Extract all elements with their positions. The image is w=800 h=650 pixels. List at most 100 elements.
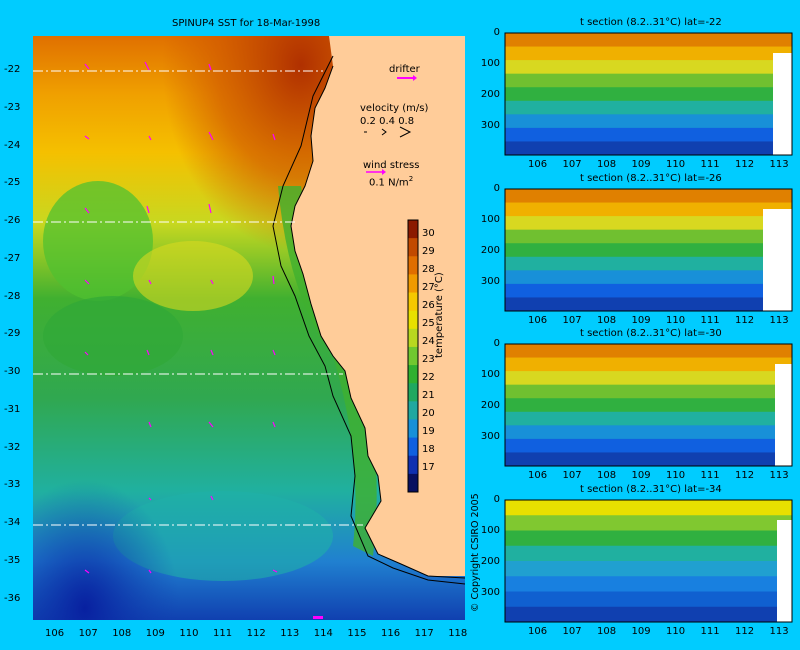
map-lat-tick: -31 [4, 403, 21, 415]
map-lat-tick: -24 [4, 139, 21, 151]
colorbar-tick: 22 [422, 372, 435, 383]
depth-band [505, 606, 792, 623]
section-lon-tick: 107 [562, 626, 582, 637]
section-lon-tick: 112 [735, 470, 755, 481]
velocity-legend-label: velocity (m/s) [360, 103, 429, 114]
section-lon-tick: 107 [562, 470, 582, 481]
map-lat-tick: -29 [4, 328, 21, 340]
vector-arrow [208, 421, 214, 428]
vector-arrow [208, 131, 214, 141]
wind-legend-value: 0.1 N/m2 [369, 175, 413, 188]
vector-arrow [272, 569, 278, 573]
depth-band [505, 283, 792, 298]
colorbar-tick: 21 [422, 390, 435, 401]
section-depth-tick: 300 [480, 120, 500, 131]
section-lon-tick: 113 [769, 626, 789, 637]
section-depth-tick: 200 [480, 556, 500, 567]
colorbar-segment [408, 310, 418, 330]
colorbar-tick: 20 [422, 408, 435, 419]
depth-band [505, 202, 792, 217]
section-lon-tick: 112 [735, 626, 755, 637]
section-lon-tick: 111 [700, 470, 720, 481]
land-mass [291, 36, 465, 576]
map-lon-tick: 115 [347, 628, 367, 639]
colorbar-segment [408, 328, 418, 348]
wind-value: 0.1 N/m [369, 177, 409, 189]
map-lon-tick: 113 [280, 628, 300, 639]
depth-band [505, 60, 792, 75]
colorbar-tick: 25 [422, 318, 435, 329]
colorbar-segment [408, 473, 418, 493]
map-lat-tick: -27 [4, 252, 21, 264]
depth-band [505, 73, 792, 88]
section-title: t section (8.2..31°C) lat=-26 [580, 173, 722, 184]
section-lon-tick: 110 [666, 315, 686, 326]
temperature-colorbar [407, 219, 419, 493]
section-depth-tick: 100 [480, 525, 500, 536]
section-lon-tick: 106 [528, 315, 548, 326]
colorbar-segment [408, 220, 418, 239]
vector-arrow [210, 495, 214, 501]
map-lon-tick: 111 [213, 628, 233, 639]
map-lat-tick: -33 [4, 479, 21, 491]
map-lon-tick: 110 [179, 628, 199, 639]
velocity-vectors [84, 61, 278, 574]
vector-arrow [146, 349, 150, 356]
section-depth-tick: 300 [480, 431, 500, 442]
map-lat-tick: -28 [4, 290, 21, 302]
map-lat-tick: -26 [4, 215, 21, 226]
section-lon-tick: 113 [769, 315, 789, 326]
colorbar-segment [408, 383, 418, 402]
depth-band [505, 545, 792, 562]
land-mask [763, 209, 792, 311]
colorbar-tick: 28 [422, 264, 435, 275]
depth-band [505, 576, 792, 592]
section-depth-tick: 300 [480, 276, 500, 287]
section-depth-tick: 0 [493, 338, 500, 349]
wind-unit-exponent: 2 [408, 175, 414, 183]
velocity-legend-values: 0.2 0.4 0.8 [360, 116, 414, 127]
vector-arrow [148, 279, 152, 285]
depth-band [505, 114, 792, 129]
section-lines [33, 70, 363, 526]
depth-band [505, 344, 792, 359]
vector-arrow [84, 279, 90, 285]
section-depth-tick: 100 [480, 58, 500, 69]
depth-band [505, 561, 792, 577]
section-depth-tick: 0 [493, 183, 500, 194]
map-lat-tick: -23 [4, 101, 21, 113]
depth-band [505, 87, 792, 102]
velocity-value: 0.2 [360, 116, 376, 127]
depth-band [505, 411, 792, 426]
vector-arrow [84, 135, 90, 140]
section-lon-tick: 110 [666, 159, 686, 170]
vector-arrow [146, 205, 150, 214]
section-frame [504, 499, 793, 623]
section-lon-tick: 111 [700, 626, 720, 637]
vector-arrow [148, 569, 152, 574]
colorbar-segment [408, 274, 418, 294]
depth-band [505, 33, 792, 48]
section-frame [504, 188, 793, 312]
depth-band [505, 229, 792, 244]
depth-band [505, 216, 792, 231]
section-lon-tick: 112 [735, 159, 755, 170]
velocity-arrows-icon [364, 126, 412, 138]
section-plot [504, 343, 793, 467]
section-title: t section (8.2..31°C) lat=-22 [580, 17, 722, 28]
depth-band [505, 425, 792, 440]
colorbar-tick: 24 [422, 336, 435, 347]
drifter-arrow-icon [397, 75, 417, 81]
vector-arrow [272, 349, 276, 356]
section-lon-tick: 106 [528, 159, 548, 170]
colorbar-segment [408, 401, 418, 420]
map-lon-tick: 116 [381, 628, 401, 639]
depth-band [505, 189, 792, 204]
section-lon-tick: 109 [631, 626, 651, 637]
section-depth-tick: 0 [493, 27, 500, 38]
section-lon-tick: 109 [631, 470, 651, 481]
section-lon-tick: 108 [597, 315, 617, 326]
section-lon-tick: 109 [631, 159, 651, 170]
depth-band [505, 452, 792, 467]
vector-arrow [272, 133, 276, 141]
